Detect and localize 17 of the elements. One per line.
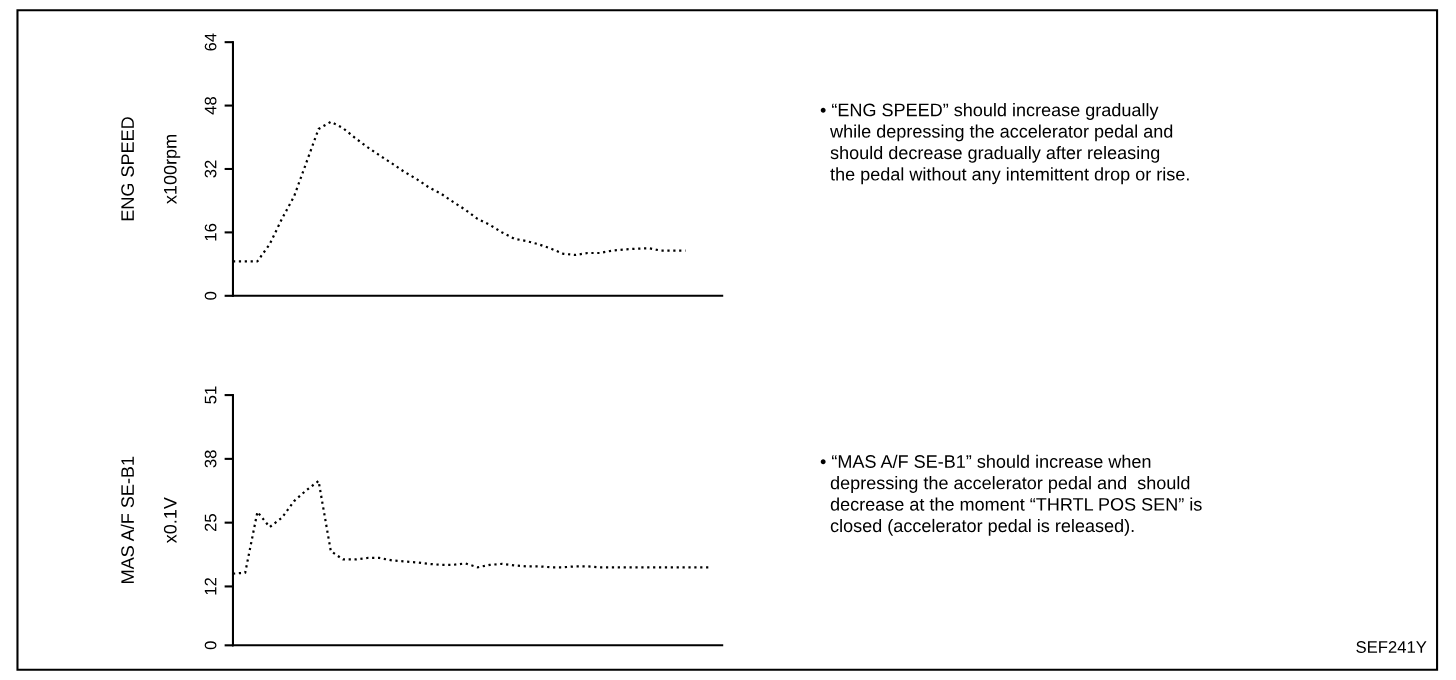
y-axis-title: MAS A/F SE-B1	[120, 456, 134, 583]
text: • “MAS A/F SE-B1” should increase when depressing the accelerator pedal and should decrease at the moment “THRTL POS SEN” is closed (accelerator pedal is released).	[820, 454, 1202, 536]
text: SEF241Y	[1356, 641, 1427, 653]
y-axis-title: ENG SPEED	[121, 117, 134, 221]
y-tick-label: 51	[204, 386, 217, 404]
y-tick-label: 0	[204, 641, 217, 650]
y-tick-label: 48	[204, 97, 217, 115]
text: x0.1V	[163, 497, 177, 544]
y-tick-label: 38	[204, 450, 217, 468]
y-tick-label: 12	[204, 578, 217, 595]
y-tick-label: 0	[204, 291, 217, 300]
y-tick-label: 32	[204, 160, 217, 178]
y-tick-label: 16	[204, 223, 217, 241]
text: x100rpm	[163, 135, 181, 204]
text: • “ENG SPEED” should increase gradually while depressing the accelerator pedal and should decrease gradually after releasing the pedal without any intemittent drop or rise.	[820, 103, 1189, 185]
y-tick-label: 64	[204, 33, 217, 51]
y-tick-label: 25	[204, 514, 217, 532]
